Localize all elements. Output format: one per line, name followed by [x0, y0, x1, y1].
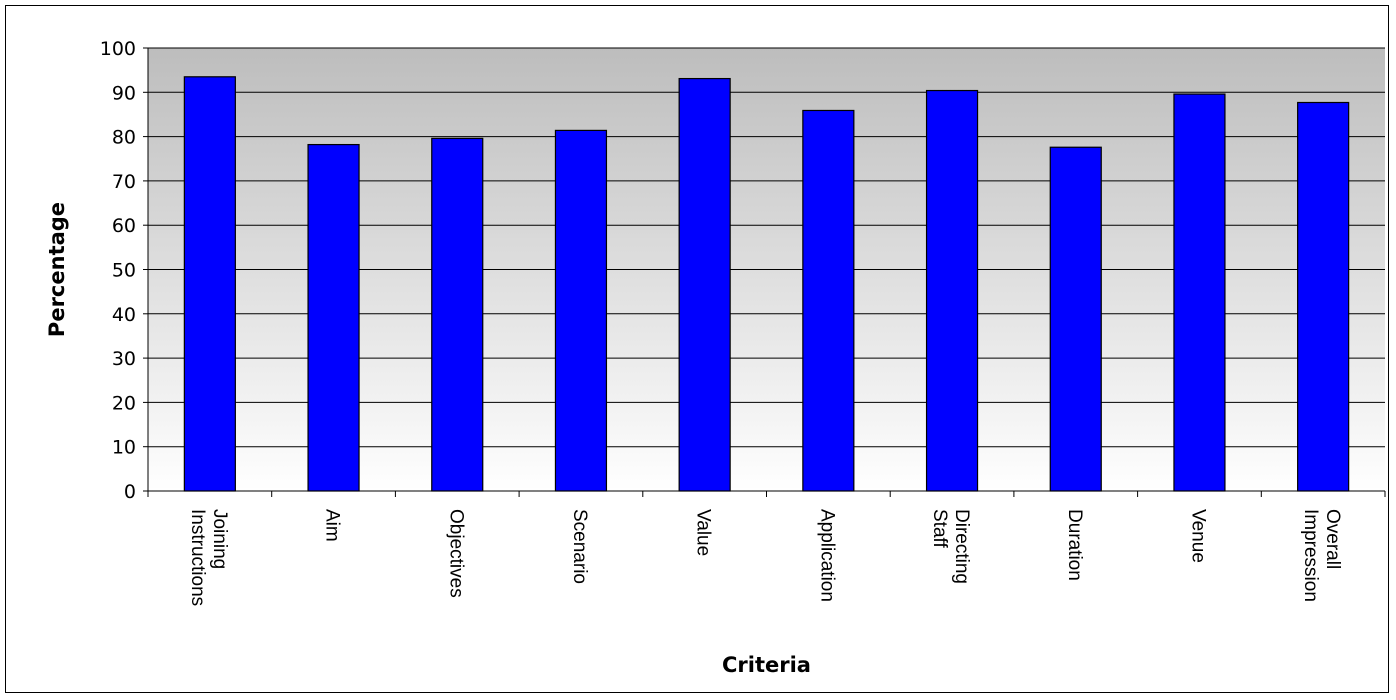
- x-tick-label: Directing: [951, 509, 972, 584]
- y-tick-label: 10: [112, 437, 136, 459]
- x-tick-label: Impression: [1300, 509, 1321, 602]
- bar: [678, 77, 731, 492]
- y-tick-label: 90: [112, 82, 136, 104]
- y-tick-label: 60: [112, 215, 136, 237]
- bar: [307, 143, 360, 492]
- bar: [431, 137, 484, 492]
- bar: [1173, 93, 1226, 492]
- bar: [925, 89, 979, 492]
- x-tick-label: Venue: [1187, 509, 1208, 563]
- x-tick-label: Application: [816, 509, 837, 602]
- bars: [183, 76, 1350, 492]
- x-tick-label: Value: [693, 509, 714, 556]
- bar: [802, 109, 855, 492]
- bar: [1049, 146, 1102, 492]
- y-tick-label: 40: [112, 304, 136, 326]
- bar: [183, 76, 236, 492]
- x-tick-label: Duration: [1064, 509, 1085, 581]
- x-axis-title: Criteria: [722, 653, 811, 677]
- y-tick-label: 20: [112, 392, 136, 414]
- y-tick-label: 30: [112, 348, 136, 370]
- y-tick-label: 0: [124, 481, 136, 503]
- bar: [1297, 101, 1350, 492]
- x-tick-label: Aim: [322, 509, 343, 542]
- x-tick-label: Instructions: [187, 509, 208, 606]
- y-axis-ticks: 0 10 20 30 40 50 60 70 80 90 100: [100, 38, 148, 503]
- x-tick-label: Overall: [1322, 509, 1343, 569]
- bar: [554, 129, 608, 492]
- y-axis-title: Percentage: [45, 202, 69, 337]
- x-tick-label: Scenario: [569, 509, 590, 584]
- x-tick-label: Joining: [209, 509, 230, 569]
- y-tick-label: 100: [100, 38, 136, 60]
- x-tick-label: Staff: [929, 509, 950, 548]
- y-tick-label: 70: [112, 171, 136, 193]
- y-tick-label: 80: [112, 127, 136, 149]
- y-tick-label: 50: [112, 260, 136, 282]
- x-tick-label: Objectives: [445, 509, 466, 598]
